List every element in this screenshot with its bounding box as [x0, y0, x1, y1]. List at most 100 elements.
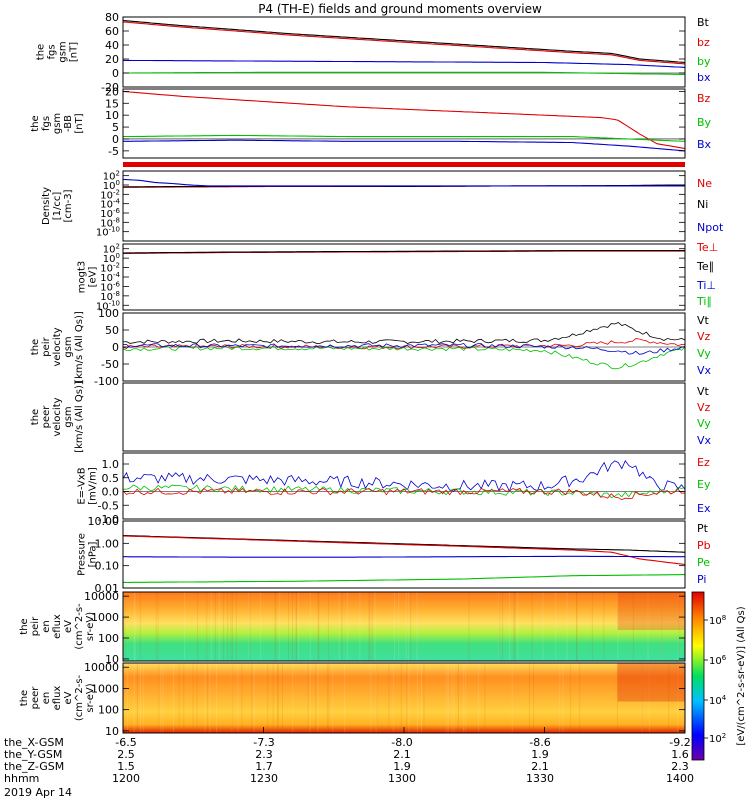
- spectrogram-stripe: [332, 663, 334, 733]
- spectrogram-stripe: [453, 663, 455, 733]
- legend-te⊥: Te⊥: [696, 241, 718, 254]
- y-axis-label: mogt3: [77, 261, 88, 294]
- y-tick-label: 100: [98, 307, 119, 320]
- spectrogram-stripe: [369, 592, 371, 661]
- legend-by: by: [697, 55, 711, 68]
- y-tick-label: 1000: [91, 611, 119, 624]
- spectrogram-stripe: [668, 663, 670, 733]
- y-tick-label: 100: [103, 179, 120, 192]
- y-tick-label: 1.0: [102, 458, 120, 471]
- spectrogram-stripe: [410, 592, 412, 661]
- series-vx-line: [122, 342, 686, 355]
- spectrogram-stripe: [359, 592, 361, 661]
- legend-ex: Ex: [697, 502, 711, 515]
- legend-vt: Vt: [697, 385, 710, 398]
- series-pi-line: [123, 555, 685, 558]
- y-axis-label: fgs: [47, 44, 58, 59]
- spectrogram-stripe: [295, 592, 297, 661]
- panel-frame: [122, 243, 686, 311]
- ephemeris-value: 2.3: [671, 760, 689, 773]
- colorbar-fill: [691, 591, 705, 761]
- y-axis-label: [km/s (All Qs)]: [74, 381, 85, 453]
- y-axis-label: [1/cc]: [52, 192, 63, 221]
- spectrogram-stripe: [272, 663, 274, 733]
- panel-peir-velocity: -100 -50 0 50 100 the peir velocity gsm [km/s (Al…: [30, 307, 712, 388]
- ephemeris-value: -8.6: [529, 736, 550, 749]
- y-tick-label: -100: [94, 375, 119, 388]
- ephemeris-value: 1300: [388, 772, 416, 785]
- spectrogram-stripe: [309, 592, 311, 661]
- spectrogram-stripe: [406, 663, 408, 733]
- spectrogram-stripe: [296, 592, 298, 661]
- panel-peer-spectrogram: 10 100 1000 10000 the peer en eflux eV (cm^2-s-sr…: [19, 661, 686, 738]
- spectrogram-stripe: [315, 663, 317, 733]
- spectrogram-stripe: [328, 663, 330, 733]
- spectrogram-stripe: [157, 592, 159, 661]
- legend-ti⊥: Ti⊥: [696, 279, 716, 292]
- spectrogram-stripe: [661, 592, 663, 661]
- y-tick-label: 10: [105, 653, 119, 666]
- spectrogram-stripe: [566, 592, 568, 661]
- y-tick-label: 100: [98, 704, 119, 717]
- spectrogram-stripe: [123, 592, 125, 661]
- spectrogram-stripe: [183, 663, 185, 733]
- spectrogram-stripe: [288, 592, 289, 661]
- spectrogram-stripe: [632, 592, 634, 661]
- y-tick-label: 0.10: [95, 560, 120, 573]
- spectrogram-stripe: [297, 592, 299, 661]
- spectrogram-stripe: [513, 592, 515, 661]
- colorbar-tick-label: 108: [709, 614, 726, 627]
- y-axis-label: sr-eV): [85, 612, 96, 641]
- series-vy-line: [122, 345, 686, 370]
- ephemeris-label: the_Z-GSM: [4, 760, 64, 773]
- spectrogram-stripe: [210, 592, 212, 661]
- spectrogram-stripe: [576, 592, 578, 661]
- spectrogram-stripe: [207, 663, 209, 733]
- panel-frame: [122, 520, 686, 589]
- series-pe-line: [123, 574, 685, 583]
- legend-bx: Bx: [697, 138, 712, 151]
- chart-title: P4 (TH-E) fields and ground moments over…: [258, 2, 542, 16]
- y-axis-label: Pressure: [77, 533, 88, 576]
- x-axis: [122, 727, 686, 733]
- spectrogram-stripe: [317, 663, 319, 733]
- spectrogram-stripe: [499, 592, 501, 661]
- y-axis-label: [cm-3]: [63, 189, 74, 222]
- spectrogram-fill: [123, 592, 685, 661]
- spectrogram-stripe: [178, 663, 180, 733]
- panel-frame: [122, 16, 686, 88]
- spectrogram-stripe: [603, 592, 605, 661]
- spectrogram-stripe: [517, 592, 519, 661]
- y-tick-label: -20: [101, 81, 119, 94]
- y-tick-label: 1.00: [95, 537, 120, 550]
- spectrogram-stripe: [616, 663, 618, 733]
- ephemeris-value: 2.5: [117, 748, 135, 761]
- legend-bz: bz: [697, 36, 710, 49]
- spectrogram-stripe: [158, 663, 160, 733]
- spectrogram-stripe: [371, 592, 373, 661]
- spectrogram-stripe: [206, 592, 208, 661]
- y-axis-label: eflux: [52, 686, 63, 711]
- spectrogram-stripe: [184, 592, 186, 661]
- ephemeris-value: 1.6: [671, 748, 689, 761]
- spectrogram-stripe: [368, 592, 370, 661]
- y-axis-label: the: [30, 339, 41, 355]
- spectrogram-stripe: [237, 663, 239, 733]
- spectrogram-stripe: [134, 592, 136, 661]
- spectrogram-stripe: [423, 663, 425, 733]
- spectrogram-hot-region: [617, 663, 685, 702]
- series-ex-line: [122, 460, 686, 493]
- series-bt-line: [122, 19, 686, 64]
- spectrogram-stripe: [292, 663, 294, 733]
- legend-ez: Ez: [697, 456, 710, 469]
- ephemeris-label: hhmm: [4, 772, 39, 785]
- y-axis-label: fgs: [41, 116, 52, 131]
- ephemeris-value: 1.9: [393, 760, 411, 773]
- y-axis-label: E=-VxB: [77, 467, 88, 504]
- spectrogram-stripe: [562, 663, 564, 733]
- spectrogram-stripe: [127, 663, 129, 733]
- spectrogram-stripe: [227, 592, 229, 661]
- y-axis-label: [nT]: [74, 113, 85, 133]
